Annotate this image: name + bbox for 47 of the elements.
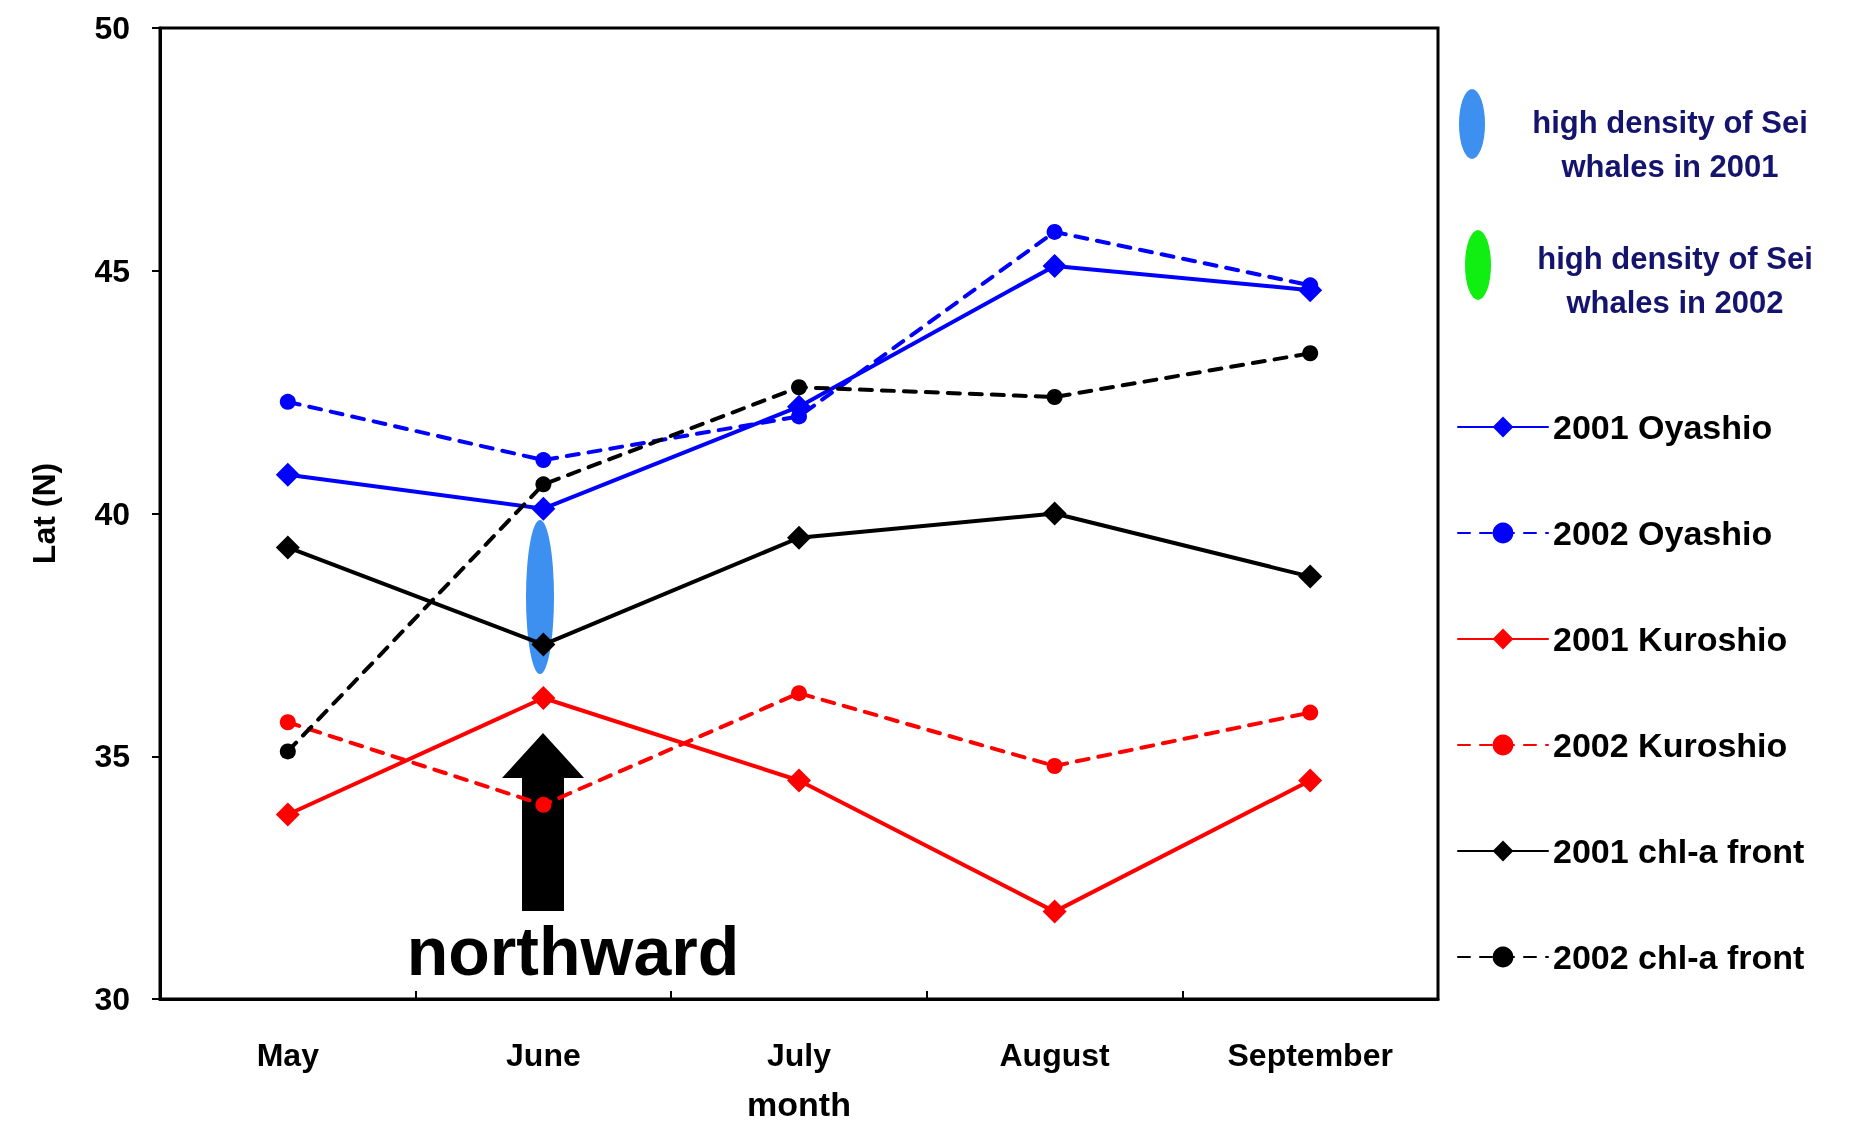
point — [1042, 253, 1067, 278]
point — [535, 452, 552, 469]
point — [1302, 345, 1319, 362]
point — [1302, 704, 1319, 721]
point — [531, 496, 556, 521]
point — [535, 796, 552, 813]
point — [1046, 223, 1063, 240]
point — [1046, 388, 1063, 405]
y-axis-title: Lat (N) — [26, 462, 62, 565]
point — [279, 393, 296, 410]
x-tick-label: July — [766, 1037, 832, 1073]
y-tick-label: 40 — [94, 495, 130, 532]
y-tick-label: 50 — [94, 10, 130, 46]
y-tick-label: 30 — [94, 981, 130, 1017]
x-tick-label: June — [506, 1037, 581, 1073]
annotation: northward — [405, 912, 741, 990]
legend-label: 2001 chl-a front — [1553, 832, 1805, 870]
x-tick-label: August — [999, 1037, 1111, 1073]
legend-label: 2002 Kuroshio — [1553, 726, 1788, 764]
point — [279, 714, 296, 731]
point — [1046, 757, 1063, 774]
x-tick-label: September — [1227, 1037, 1393, 1073]
legend-label: 2002 Oyashio — [1553, 514, 1773, 552]
legend-label: 2001 Kuroshio — [1553, 620, 1788, 658]
point — [275, 462, 300, 487]
y-tick-label: 35 — [94, 738, 130, 775]
point — [1042, 501, 1067, 526]
legend-label: 2001 Oyashio — [1553, 408, 1773, 446]
point — [787, 525, 811, 550]
point — [279, 743, 296, 760]
point — [791, 379, 807, 396]
point — [531, 685, 556, 710]
point — [791, 685, 807, 702]
point — [787, 768, 811, 793]
x-tick-label: May — [256, 1037, 320, 1073]
point — [535, 476, 552, 493]
point — [1042, 899, 1067, 924]
point — [531, 632, 556, 657]
point — [1298, 768, 1323, 793]
point — [1298, 564, 1323, 589]
y-tick-label: 45 — [94, 252, 130, 289]
text: high density of Sei whales in 2002 — [1536, 240, 1814, 322]
legend-label: 2002 chl-a front — [1553, 938, 1805, 976]
point — [275, 802, 300, 827]
x-axis-title: month — [747, 1085, 851, 1123]
point — [275, 535, 300, 560]
text: high density of Sei whales in 2001 — [1531, 104, 1809, 186]
